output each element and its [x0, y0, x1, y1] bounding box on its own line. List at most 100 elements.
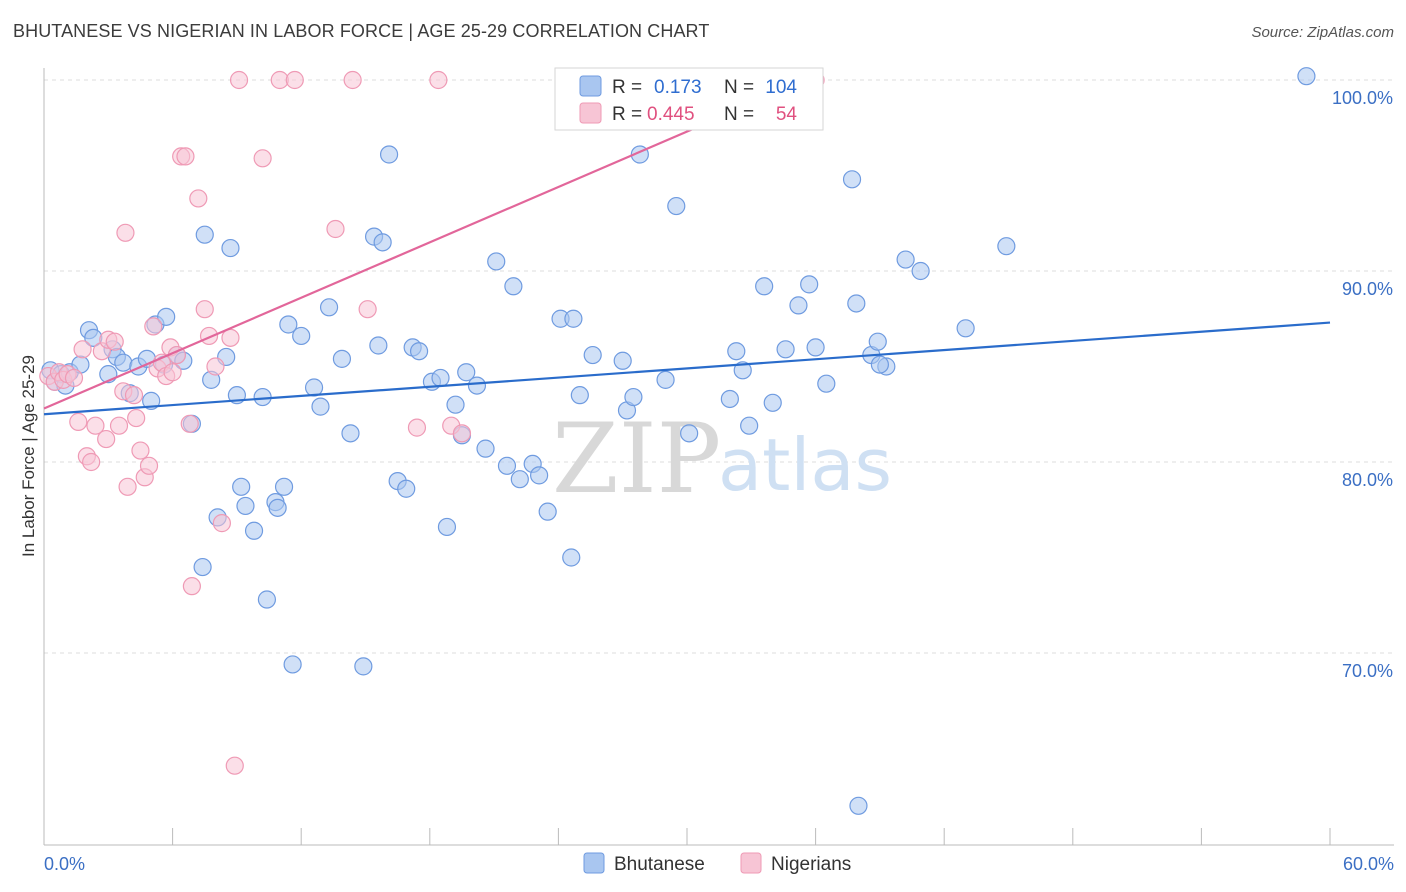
bhutanese-point-102 — [997, 237, 1016, 256]
nigerian-point-18 — [118, 477, 137, 496]
bhutanese-point-101 — [956, 319, 975, 338]
bhutanese-point-49 — [379, 145, 399, 164]
bhutanese-point-93 — [847, 294, 866, 313]
nigerian-point-48 — [358, 300, 377, 319]
watermark-zip: ZIP — [552, 403, 721, 515]
y-tick-label-70: 70.0% — [1342, 661, 1393, 681]
bhutanese-point-40 — [304, 378, 324, 397]
bhutanese-point-63 — [497, 456, 517, 475]
legend-r-value-bhutanese: 0.173 — [654, 77, 702, 98]
bhutanese-point-57 — [446, 395, 465, 414]
nigerian-point-32 — [176, 147, 195, 166]
bhutanese-point-96 — [868, 332, 887, 351]
y-axis-label: In Labor Force | Age 25-29 — [19, 355, 38, 557]
bottom-legend-swatch-nigerians — [740, 852, 762, 874]
nigerian-point-38 — [206, 357, 225, 376]
bhutanese-point-29 — [232, 477, 251, 496]
bhutanese-point-103 — [1297, 67, 1316, 86]
nigerian-point-15 — [109, 416, 129, 435]
legend-swatch-nigerians — [579, 102, 602, 124]
bhutanese-point-85 — [755, 277, 774, 296]
nigerian-point-5 — [64, 368, 84, 388]
chart-title: BHUTANESE VS NIGERIAN IN LABOR FORCE | A… — [13, 21, 710, 41]
bottom-legend-swatch-bhutanese — [583, 852, 605, 874]
bhutanese-point-79 — [667, 196, 686, 216]
nigerian-point-47 — [343, 70, 362, 90]
nigerian-point-9 — [82, 452, 101, 472]
bhutanese-point-43 — [332, 349, 352, 368]
bhutanese-point-71 — [564, 309, 583, 328]
bhutanese-point-78 — [656, 370, 675, 389]
bhutanese-point-99 — [896, 250, 915, 269]
bhutanese-point-73 — [583, 345, 602, 365]
chart-source: Source: ZipAtlas.com — [1251, 24, 1394, 41]
bhutanese-point-36 — [274, 477, 294, 496]
y-tick-label-90: 90.0% — [1342, 279, 1393, 299]
bhutanese-point-84 — [740, 416, 759, 435]
nigerian-point-23 — [139, 456, 159, 475]
legend-n-value-nigerians: 54 — [776, 104, 798, 125]
nigerian-point-39 — [212, 514, 231, 533]
bhutanese-point-53 — [409, 342, 429, 361]
bhutanese-point-86 — [763, 393, 782, 412]
bhutanese-point-44 — [341, 424, 360, 443]
nigerian-point-36 — [195, 300, 214, 319]
nigerian-point-35 — [189, 189, 208, 208]
nigerian-point-24 — [144, 317, 163, 336]
bhutanese-point-91 — [817, 374, 836, 393]
bhutanese-point-47 — [369, 336, 388, 355]
bhutanese-point-62 — [487, 252, 506, 271]
x-tick-label-max: 60.0% — [1343, 854, 1394, 874]
bhutanese-point-82 — [727, 342, 746, 361]
legend-r-label-2: R = — [612, 104, 642, 125]
bhutanese-point-60 — [467, 376, 487, 395]
nigerian-point-10 — [86, 416, 105, 435]
bhutanese-point-89 — [800, 275, 819, 294]
bhutanese-point-67 — [530, 466, 549, 485]
nigerian-point-19 — [124, 386, 144, 405]
bhutanese-point-98 — [870, 355, 890, 374]
bhutanese-point-94 — [849, 796, 868, 815]
bhutanese-point-37 — [279, 315, 298, 334]
legend-swatch-bhutanese — [579, 75, 602, 97]
bhutanese-point-74 — [613, 351, 632, 370]
nigerian-point-6 — [69, 412, 88, 431]
bhutanese-point-51 — [397, 479, 416, 498]
bhutanese-point-92 — [842, 170, 862, 189]
bhutanese-point-15 — [142, 391, 161, 410]
nigerian-point-21 — [131, 441, 150, 460]
bhutanese-point-68 — [538, 502, 557, 521]
nigerian-point-29 — [163, 363, 182, 382]
nigerian-point-50 — [429, 70, 448, 90]
bhutanese-point-87 — [776, 340, 795, 359]
nigerian-point-20 — [127, 408, 146, 428]
nigerian-trend-line — [43, 75, 817, 410]
bhutanese-point-81 — [720, 389, 739, 409]
legend-n-value-bhutanese: 104 — [765, 77, 797, 98]
nigerian-point-42 — [229, 70, 249, 90]
nigerian-point-46 — [326, 219, 345, 239]
bhutanese-point-45 — [354, 657, 373, 676]
bhutanese-point-38 — [283, 655, 302, 674]
bhutanese-point-31 — [244, 521, 264, 540]
bhutanese-point-41 — [311, 397, 330, 416]
nigerian-point-34 — [182, 577, 201, 596]
bhutanese-point-48 — [373, 233, 392, 252]
nigerian-point-43 — [253, 149, 272, 168]
bhutanese-point-72 — [570, 386, 589, 405]
bhutanese-point-30 — [236, 496, 255, 516]
bhutanese-point-56 — [437, 517, 457, 537]
bhutanese-point-22 — [193, 557, 212, 577]
legend-r-value-nigerians: 0.445 — [647, 104, 695, 125]
bhutanese-point-100 — [911, 261, 930, 281]
bhutanese-point-64 — [504, 277, 523, 296]
bhutanese-trend-line — [43, 321, 1331, 416]
x-tick-marks — [43, 828, 1331, 845]
bhutanese-point-42 — [319, 298, 339, 317]
bhutanese-point-55 — [431, 368, 450, 388]
bhutanese-point-90 — [806, 338, 825, 357]
bhutanese-point-23 — [195, 225, 214, 244]
nigerian-point-49 — [407, 418, 427, 437]
bhutanese-point-59 — [457, 363, 476, 382]
